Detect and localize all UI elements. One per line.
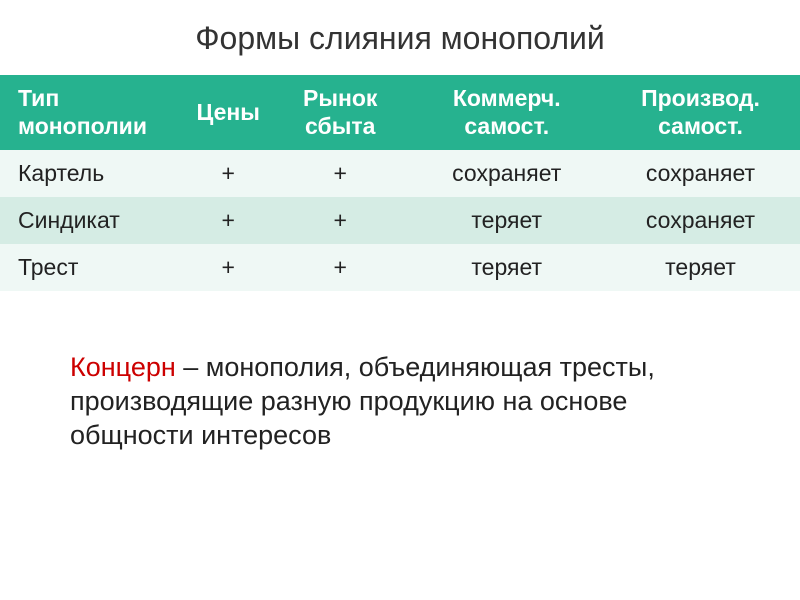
cell-prices: + [189,197,268,244]
cell-prices: + [189,150,268,197]
table-header-row: Тип монополии Цены Рынок сбыта Коммерч. … [0,75,800,150]
table-row: Трест + + теряет теряет [0,244,800,291]
table-row: Синдикат + + теряет сохраняет [0,197,800,244]
col-type: Тип монополии [0,75,189,150]
monopoly-table: Тип монополии Цены Рынок сбыта Коммерч. … [0,75,800,291]
cell-commercial: теряет [413,197,601,244]
table-row: Картель + + сохраняет сохраняет [0,150,800,197]
cell-production: сохраняет [601,150,800,197]
cell-type: Трест [0,244,189,291]
definition-term: Концерн [70,352,176,382]
page-title: Формы слияния монополий [0,20,800,57]
cell-production: теряет [601,244,800,291]
cell-commercial: теряет [413,244,601,291]
cell-market: + [268,244,413,291]
col-production: Производ. самост. [601,75,800,150]
cell-production: сохраняет [601,197,800,244]
cell-type: Синдикат [0,197,189,244]
cell-type: Картель [0,150,189,197]
col-prices: Цены [189,75,268,150]
col-commercial: Коммерч. самост. [413,75,601,150]
cell-market: + [268,150,413,197]
definition-paragraph: Концерн – монополия, объединяющая тресты… [0,291,800,452]
col-market: Рынок сбыта [268,75,413,150]
cell-market: + [268,197,413,244]
cell-prices: + [189,244,268,291]
cell-commercial: сохраняет [413,150,601,197]
